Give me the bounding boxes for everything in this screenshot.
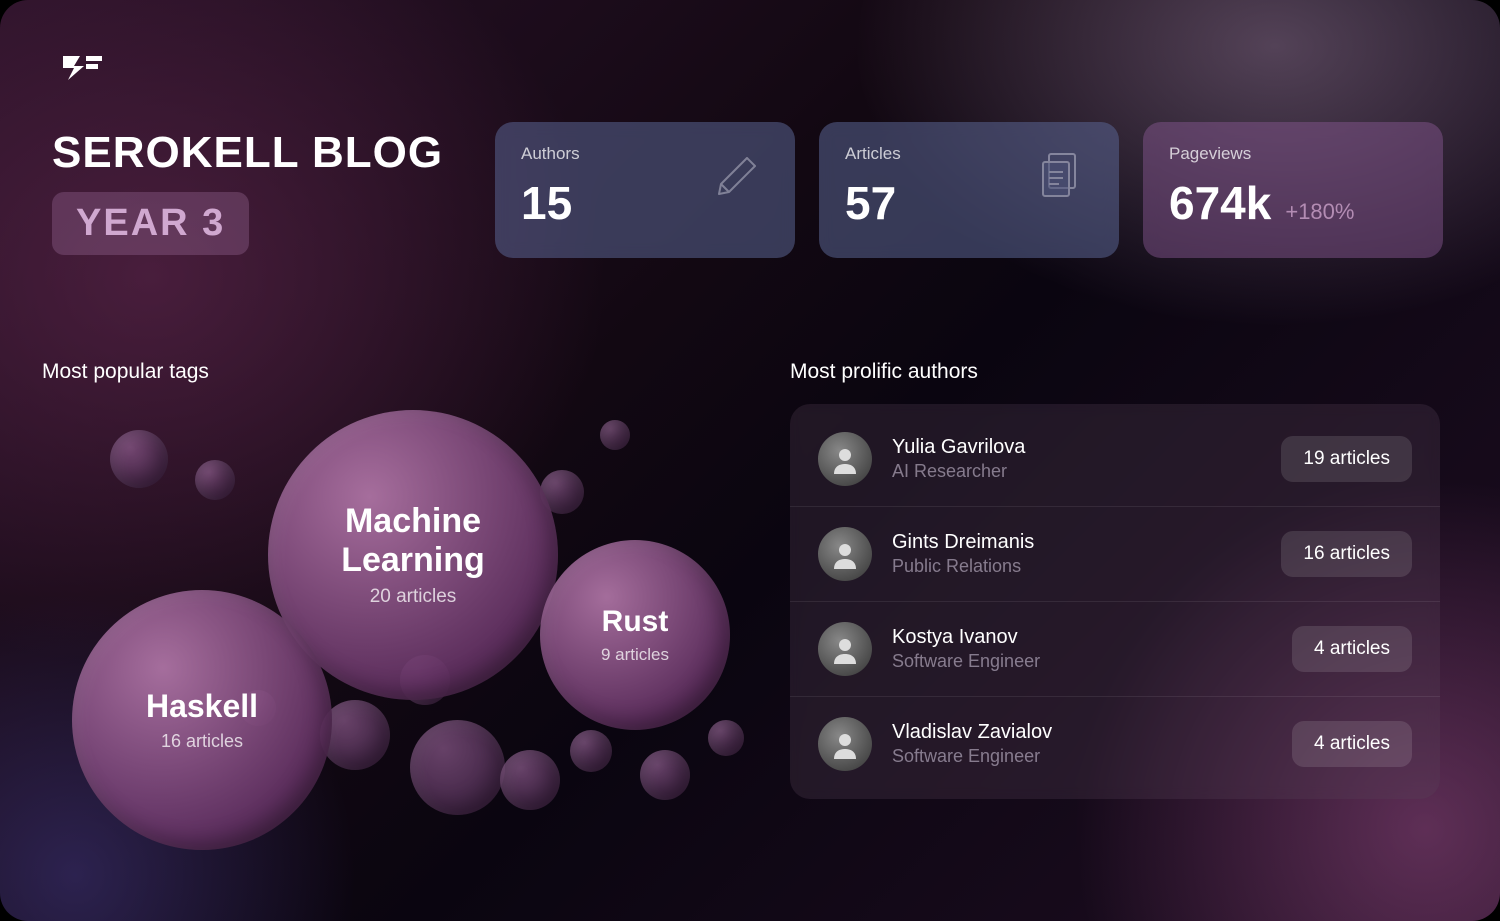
avatar — [818, 717, 872, 771]
author-row: Gints DreimanisPublic Relations16 articl… — [790, 507, 1440, 602]
authors-section-header: Most prolific authors — [790, 360, 978, 384]
tag-bubble: Haskell 16 articles — [72, 590, 332, 850]
tag-bubble-count: 9 articles — [601, 645, 669, 665]
author-role: Software Engineer — [892, 746, 1292, 767]
article-count-badge: 19 articles — [1281, 436, 1412, 482]
article-count-badge: 16 articles — [1281, 531, 1412, 577]
tag-bubble-count: 16 articles — [161, 731, 243, 752]
title-block: SEROKELL BLOG YEAR 3 — [52, 128, 443, 255]
author-role: AI Researcher — [892, 461, 1281, 482]
year-badge: YEAR 3 — [52, 192, 249, 255]
author-name: Kostya Ivanov — [892, 626, 1292, 649]
stat-card-authors: Authors15 — [495, 122, 795, 258]
author-info: Gints DreimanisPublic Relations — [892, 531, 1281, 577]
stat-card-articles: Articles57 — [819, 122, 1119, 258]
tags-section-header: Most popular tags — [42, 360, 209, 384]
pencil-icon — [707, 146, 767, 211]
author-name: Vladislav Zavialov — [892, 721, 1292, 744]
brand-logo — [60, 50, 104, 87]
tag-bubble-label: Haskell — [146, 688, 258, 725]
author-row: Vladislav ZavialovSoftware Engineer4 art… — [790, 697, 1440, 791]
author-info: Vladislav ZavialovSoftware Engineer — [892, 721, 1292, 767]
authors-title: Most prolific authors — [790, 360, 978, 384]
author-role: Public Relations — [892, 556, 1281, 577]
tag-bubble-label: Rust — [602, 605, 669, 640]
author-row: Kostya IvanovSoftware Engineer4 articles — [790, 602, 1440, 697]
tag-bubbles-chart: Machine Learning 20 articles Haskell 16 art… — [40, 400, 760, 900]
author-row: Yulia GavrilovaAI Researcher19 articles — [790, 412, 1440, 507]
tag-bubble-small — [600, 420, 630, 450]
stat-value: 674k+180% — [1169, 176, 1417, 230]
avatar — [818, 527, 872, 581]
stat-card-pageviews: Pageviews 674k+180% — [1143, 122, 1443, 258]
stat-label: Pageviews — [1169, 144, 1417, 164]
avatar — [818, 432, 872, 486]
author-info: Yulia GavrilovaAI Researcher — [892, 436, 1281, 482]
stats-row: Authors15Articles57 Pageviews 674k+180% — [495, 122, 1443, 258]
stat-delta: +180% — [1285, 199, 1354, 225]
tag-bubble-small — [410, 720, 505, 815]
tag-bubble-small — [110, 430, 168, 488]
authors-list: Yulia GavrilovaAI Researcher19 articlesG… — [790, 404, 1440, 799]
article-count-badge: 4 articles — [1292, 721, 1412, 767]
tag-bubble-small — [195, 460, 235, 500]
avatar — [818, 622, 872, 676]
author-info: Kostya IvanovSoftware Engineer — [892, 626, 1292, 672]
author-name: Gints Dreimanis — [892, 531, 1281, 554]
article-count-badge: 4 articles — [1292, 626, 1412, 672]
page-title: SEROKELL BLOG — [52, 128, 443, 178]
tag-bubble-label: Machine Learning — [297, 502, 529, 580]
author-name: Yulia Gavrilova — [892, 436, 1281, 459]
documents-icon — [1031, 146, 1091, 211]
author-role: Software Engineer — [892, 651, 1292, 672]
dashboard-canvas: SEROKELL BLOG YEAR 3 Authors15Articles57… — [0, 0, 1500, 921]
tag-bubble-small — [500, 750, 560, 810]
tag-bubble-small — [570, 730, 612, 772]
tags-title: Most popular tags — [42, 360, 209, 384]
tag-bubble: Rust 9 articles — [540, 540, 730, 730]
tag-bubble-small — [640, 750, 690, 800]
tag-bubble-small — [708, 720, 744, 756]
tag-bubble-count: 20 articles — [370, 586, 457, 608]
